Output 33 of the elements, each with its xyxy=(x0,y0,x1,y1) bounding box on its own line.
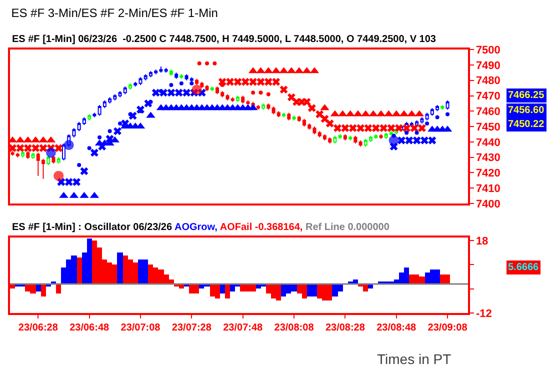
x-tick-label: 23/07:48 xyxy=(223,322,264,334)
y-tick-label: 7490 xyxy=(476,60,500,72)
y-tick-label: 7460 xyxy=(476,106,500,118)
x-tick-label: 23/08:28 xyxy=(325,322,366,334)
x-tick-label: 23/08:48 xyxy=(376,322,417,334)
chart-subtitle: ES #F [1-Min] 06/23/26 -0.2500 C 7448.7500, H 7449.5000, L 7448.5000, O 7449.2500, V 103 xyxy=(12,34,436,45)
text: AOGrow, xyxy=(174,222,218,233)
x-tick-label: 23/06:28 xyxy=(18,322,58,334)
y-tick-label: 18 xyxy=(476,235,488,248)
x-tick-label: 23/09:08 xyxy=(428,322,468,334)
y-tick-label: 7470 xyxy=(476,90,500,103)
chart-title: ES #F 3-Min/ES #F 2-Min/ES #F 1-Min xyxy=(11,6,218,20)
x-tick-label: 23/08:08 xyxy=(274,322,314,334)
x-tick-label: 23/07:28 xyxy=(172,322,212,334)
y-tick-label: 7420 xyxy=(476,168,500,180)
ref-line-label: Ref Line 0.000000 xyxy=(305,222,390,233)
y-tick-label: 7500 xyxy=(476,44,500,56)
y-tick-label: 7430 xyxy=(476,152,500,164)
chart-title: ES #F [1-Min] : Oscillator 06/23/26 xyxy=(12,222,172,233)
text: 7450.22 xyxy=(508,119,545,130)
y-tick-label: 7450 xyxy=(476,121,500,134)
y-tick-label: -12 xyxy=(476,308,492,320)
y-tick-label: 7410 xyxy=(476,182,500,195)
text: 7466.25 xyxy=(508,90,545,101)
text: AOFail -0.368164, xyxy=(220,222,303,233)
y-tick-label: 7400 xyxy=(476,198,500,210)
x-tick-label: 23/06:48 xyxy=(70,322,110,334)
x-axis-title: Times in PT xyxy=(377,351,452,367)
text: 5.6666 xyxy=(508,262,540,273)
y-tick-label: 7480 xyxy=(476,75,500,88)
x-tick-label: 23/07:08 xyxy=(120,322,161,334)
text: 7456.60 xyxy=(508,105,545,116)
y-tick-label: 7440 xyxy=(476,136,500,149)
